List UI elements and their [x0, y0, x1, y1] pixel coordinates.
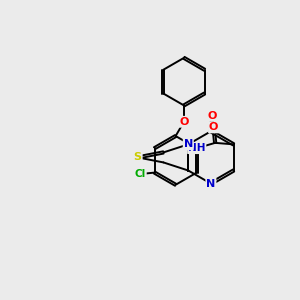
Text: Cl: Cl [135, 169, 146, 179]
Text: S: S [134, 152, 142, 162]
Text: O: O [209, 122, 218, 132]
Text: O: O [208, 111, 217, 121]
Text: NH: NH [188, 143, 206, 153]
Text: O: O [179, 117, 189, 127]
Text: N: N [184, 140, 193, 149]
Text: N: N [206, 178, 216, 189]
